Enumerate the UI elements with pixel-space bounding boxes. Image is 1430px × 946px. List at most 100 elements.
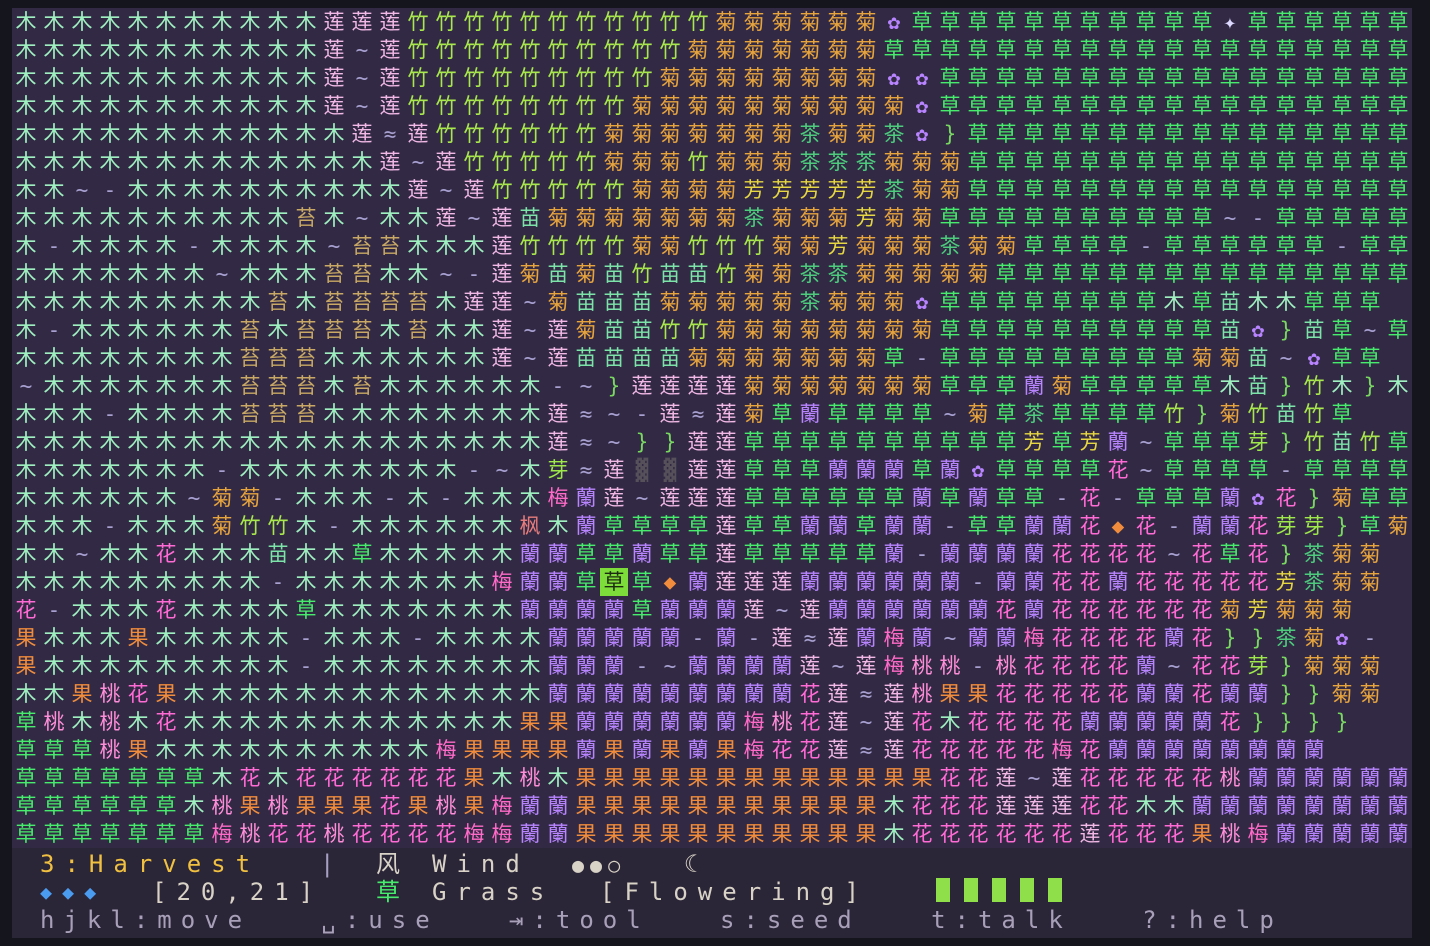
map-tile[interactable]: 菊: [855, 374, 877, 398]
map-tile[interactable]: 莲: [1079, 822, 1101, 846]
map-tile[interactable]: 木: [239, 542, 261, 566]
map-tile[interactable]: 木: [211, 402, 233, 426]
map-tile[interactable]: 草: [603, 514, 625, 538]
map-tile[interactable]: 竹: [547, 150, 569, 174]
map-tile[interactable]: 木: [43, 486, 65, 510]
map-tile[interactable]: 竹: [659, 38, 681, 62]
map-tile[interactable]: 草: [855, 402, 877, 426]
map-tile[interactable]: 木: [71, 570, 93, 594]
map-tile[interactable]: 木: [435, 514, 457, 538]
map-tile[interactable]: 木: [155, 570, 177, 594]
map-tile[interactable]: 木: [43, 94, 65, 118]
map-tile[interactable]: 桃: [911, 654, 933, 678]
map-tile[interactable]: 木: [379, 178, 401, 202]
map-tile[interactable]: 菊: [743, 374, 765, 398]
map-tile[interactable]: 蘭: [939, 570, 961, 594]
map-tile[interactable]: 菊: [715, 206, 737, 230]
map-tile[interactable]: 木: [379, 402, 401, 426]
map-tile[interactable]: 草: [1247, 38, 1269, 62]
map-tile[interactable]: 草: [799, 458, 821, 482]
map-tile[interactable]: 花: [1247, 514, 1269, 538]
map-tile[interactable]: 木: [407, 654, 429, 678]
map-tile[interactable]: 蘭: [575, 626, 597, 650]
map-tile[interactable]: 菊: [743, 346, 765, 370]
map-tile[interactable]: 苗: [575, 346, 597, 370]
map-tile[interactable]: 花: [967, 710, 989, 734]
map-tile[interactable]: 木: [127, 122, 149, 146]
map-tile[interactable]: 木: [127, 290, 149, 314]
map-tile[interactable]: ~: [355, 206, 369, 230]
map-tile[interactable]: 木: [1135, 794, 1157, 818]
map-tile[interactable]: 桃: [771, 710, 793, 734]
map-tile[interactable]: 苔: [239, 374, 261, 398]
map-tile[interactable]: 竹: [435, 94, 457, 118]
map-tile[interactable]: ~: [327, 234, 341, 258]
map-tile[interactable]: 木: [183, 654, 205, 678]
map-tile[interactable]: ~: [1027, 766, 1041, 790]
map-tile[interactable]: 木: [463, 486, 485, 510]
map-tile[interactable]: 草: [855, 514, 877, 538]
map-tile[interactable]: 草: [1079, 402, 1101, 426]
map-tile[interactable]: 草: [1135, 10, 1157, 34]
map-tile[interactable]: 花: [1051, 654, 1073, 678]
map-tile[interactable]: ~: [635, 486, 649, 510]
map-tile[interactable]: 草: [1051, 206, 1073, 230]
map-tile[interactable]: 草: [995, 402, 1017, 426]
map-tile[interactable]: 草: [1163, 178, 1185, 202]
map-tile[interactable]: 木: [127, 346, 149, 370]
map-tile[interactable]: 菊: [855, 66, 877, 90]
map-tile[interactable]: -: [1055, 486, 1069, 510]
map-tile[interactable]: 草: [1331, 346, 1353, 370]
map-tile[interactable]: 菊: [687, 290, 709, 314]
map-tile[interactable]: 菊: [827, 346, 849, 370]
map-tile[interactable]: 竹: [519, 66, 541, 90]
map-tile[interactable]: 草: [771, 514, 793, 538]
map-tile[interactable]: 苔: [239, 402, 261, 426]
map-tile[interactable]: ~: [1139, 458, 1153, 482]
map-tile[interactable]: ✿: [1251, 318, 1265, 342]
map-tile[interactable]: 蘭: [743, 682, 765, 706]
map-tile[interactable]: 木: [491, 514, 513, 538]
map-tile[interactable]: 菊: [715, 38, 737, 62]
map-tile[interactable]: 菊: [939, 262, 961, 286]
map-tile[interactable]: 菊: [715, 178, 737, 202]
map-tile[interactable]: 菊: [687, 178, 709, 202]
map-tile[interactable]: 草: [1079, 458, 1101, 482]
map-tile[interactable]: 菊: [603, 206, 625, 230]
map-tile[interactable]: 果: [575, 766, 597, 790]
map-tile[interactable]: 花: [967, 794, 989, 818]
map-tile[interactable]: 花: [1107, 794, 1129, 818]
map-tile[interactable]: 竹: [547, 178, 569, 202]
map-tile[interactable]: 蘭: [547, 542, 569, 566]
map-tile[interactable]: 桃: [1219, 766, 1241, 790]
map-tile[interactable]: 竹: [519, 234, 541, 258]
map-tile[interactable]: 苗: [1219, 318, 1241, 342]
map-tile[interactable]: 木: [267, 206, 289, 230]
map-tile[interactable]: 莲: [463, 178, 485, 202]
map-tile[interactable]: 花: [1107, 822, 1129, 846]
map-tile[interactable]: 木: [15, 542, 37, 566]
map-tile[interactable]: 蘭: [855, 570, 877, 594]
map-tile[interactable]: 蘭: [855, 598, 877, 622]
map-tile[interactable]: 草: [659, 514, 681, 538]
map-tile[interactable]: 茶: [939, 234, 961, 258]
map-tile[interactable]: 菊: [659, 206, 681, 230]
map-tile[interactable]: 花: [435, 766, 457, 790]
map-tile[interactable]: 蘭: [911, 570, 933, 594]
map-tile[interactable]: 梅: [1247, 822, 1269, 846]
map-tile[interactable]: 草: [1023, 318, 1045, 342]
map-tile[interactable]: 花: [407, 822, 429, 846]
map-tile[interactable]: 草: [1387, 234, 1409, 258]
map-tile[interactable]: }: [1335, 710, 1349, 734]
map-tile[interactable]: 竹: [267, 514, 289, 538]
map-tile[interactable]: 茶: [883, 122, 905, 146]
map-tile[interactable]: 木: [155, 346, 177, 370]
map-tile[interactable]: 草: [71, 822, 93, 846]
map-tile[interactable]: 木: [491, 654, 513, 678]
map-tile[interactable]: 木: [155, 738, 177, 762]
map-tile[interactable]: 木: [295, 458, 317, 482]
map-tile[interactable]: 蘭: [939, 458, 961, 482]
map-tile[interactable]: 花: [1275, 486, 1297, 510]
map-tile[interactable]: 木: [435, 682, 457, 706]
map-tile[interactable]: 草: [1023, 38, 1045, 62]
